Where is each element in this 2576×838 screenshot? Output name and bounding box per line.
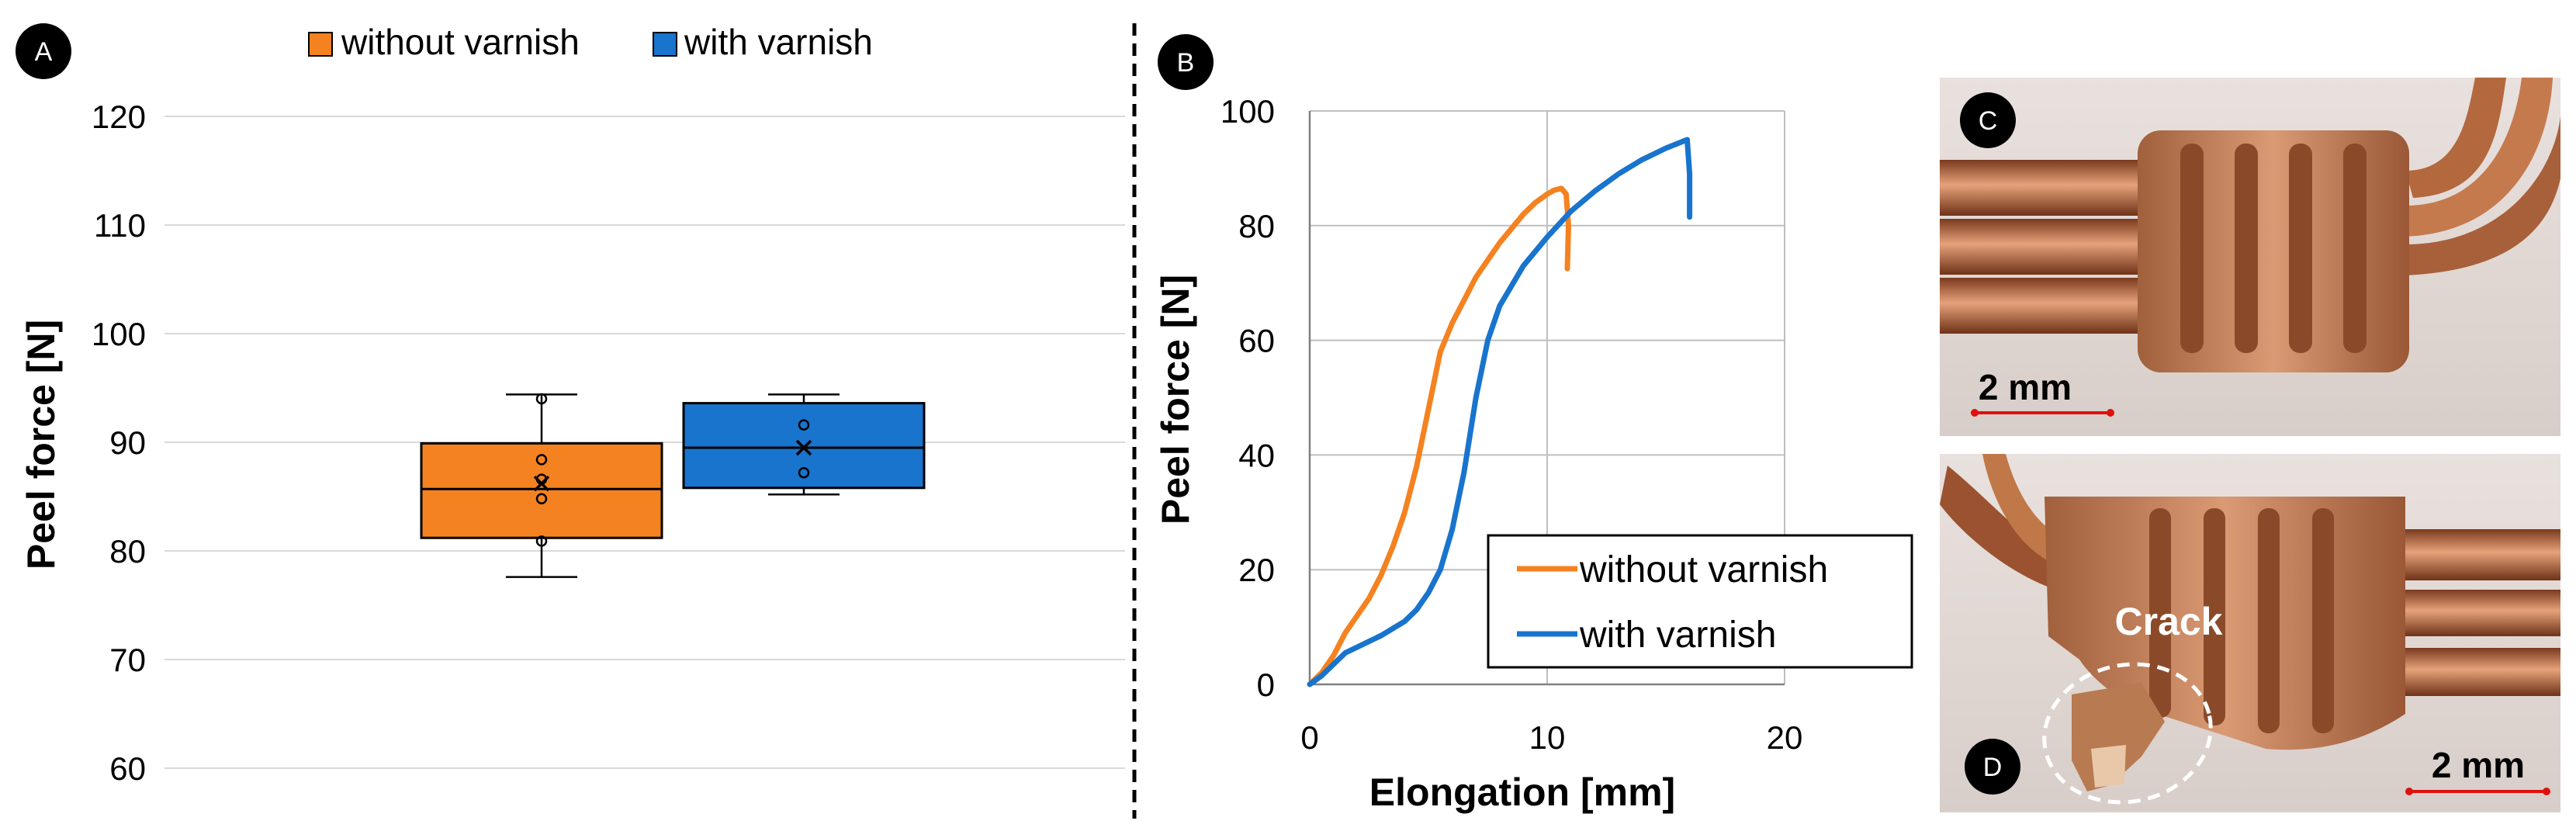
panel-c-label: C [1979,106,1998,136]
y-tick-label-40: 40 [1238,437,1275,473]
legend-swatch-with-varnish [653,32,677,57]
panel-b-legend [1487,534,1913,669]
mean-marker [795,439,812,456]
y-tick-label-0: 0 [1257,667,1275,703]
series-line-with-varnish [1307,137,1693,687]
photo-d-groove-1 [2149,508,2171,718]
photo-d-groove-3 [2258,508,2280,733]
photo-d-wire-bend-1 [1940,466,2064,590]
panel-a: A without varnish with varnish 60 70 80 90 1… [16,22,1125,787]
y-tick-label-60: 60 [1238,323,1275,359]
panel-c-photo: C 2 mm [1940,78,2560,436]
data-point-0 [798,419,810,431]
photo-c-scale-end-left [1971,409,1979,417]
box-without-varnish [420,393,663,578]
iqr-box [420,442,663,539]
mean-marker [533,475,550,492]
panel-b-ticks: 0 20 40 60 80 100 0 10 20 [1220,93,1802,756]
data-point-3 [535,493,548,505]
x-tick-label-0: 0 [1300,719,1318,756]
panel-b-badge [1158,34,1214,90]
y-tick-label-20: 20 [1238,552,1275,588]
legend-label-without-varnish: without varnish [341,22,580,62]
panel-a-label: A [35,37,53,67]
photo-c-groove-3 [2289,144,2312,353]
photo-c-wire-bend-1 [2405,78,2506,198]
photo-c-groove-4 [2343,144,2367,353]
panel-b-gridlines [1308,110,1785,686]
panel-b-legend-label-without-varnish: without varnish [1579,549,1828,590]
y-tick-label-70: 70 [109,642,146,678]
photo-d-scale-label: 2 mm [2432,745,2525,785]
y-tick-label-90: 90 [109,424,146,461]
panel-b-series [1307,137,1693,687]
photo-c-wire-1 [1940,160,2173,216]
box-with-varnish [682,393,926,496]
y-tick-label-100: 100 [92,316,146,352]
photo-c-wire-2 [1940,219,2173,275]
photo-c-wire-bend-2 [2405,78,2553,237]
photo-d-crack-label: Crack [2115,600,2223,643]
photo-c-groove-2 [2235,144,2258,353]
x-tick-label-10: 10 [1529,719,1566,756]
panel-d-photo: Crack D 2 mm [1940,454,2560,812]
photo-d-wire-3 [2394,648,2560,696]
photo-d-scale-end-right [2543,788,2550,795]
photo-c-scale-end-right [2107,409,2114,417]
x-tick-label-20: 20 [1767,719,1803,756]
y-tick-label-80: 80 [109,533,146,570]
data-point-4 [535,535,548,547]
photo-c-groove-1 [2180,144,2204,353]
panel-b-label: B [1177,48,1195,78]
panel-b-x-axis-label: Elongation [mm] [1369,770,1675,814]
panel-d-label: D [1983,753,2003,782]
photo-d-groove-4 [2312,508,2334,733]
panel-d-badge [1965,739,2020,795]
panel-a-y-axis-label: Peel force [N] [19,320,63,570]
panel-c-badge [1960,92,2016,148]
iqr-box [682,402,926,490]
panel-a-boxes [420,393,926,578]
photo-d-wire-1 [2394,529,2560,580]
panel-a-badge [16,23,71,79]
photo-d-scale-end-left [2405,788,2413,795]
photo-c-scale-label: 2 mm [1979,367,2072,407]
legend-label-with-varnish: with varnish [684,22,873,62]
y-tick-label-120: 120 [92,99,146,135]
y-tick-label-110: 110 [94,207,146,244]
y-tick-label-60: 60 [109,750,146,787]
panel-a-y-ticks: 60 70 80 90 100 110 120 [92,99,146,787]
photo-d-crack-ellipse [2042,662,2213,805]
data-point-1 [535,454,548,466]
legend-swatch-without-varnish [308,32,333,57]
photo-c-crimp [2138,130,2409,372]
photo-d-groove-2 [2204,508,2225,725]
photo-d-fragment-tip [2091,745,2126,788]
data-point-0 [535,393,548,405]
y-tick-label-100: 100 [1220,93,1275,130]
photo-c-wire-3 [1940,278,2173,334]
data-point-1 [798,466,810,479]
panel-b-legend-label-with-varnish: with varnish [1579,615,1776,656]
series-line-without-varnish [1307,185,1571,687]
y-tick-label-80: 80 [1238,208,1275,244]
panel-b: B 0 20 40 60 80 100 0 10 20 Peel force [N] Elong… [1154,34,1913,814]
photo-c-wire-bend-3 [2405,116,2560,275]
panel-b-y-axis-label: Peel force [N] [1154,275,1197,525]
photo-d-wire-2 [2394,590,2560,636]
